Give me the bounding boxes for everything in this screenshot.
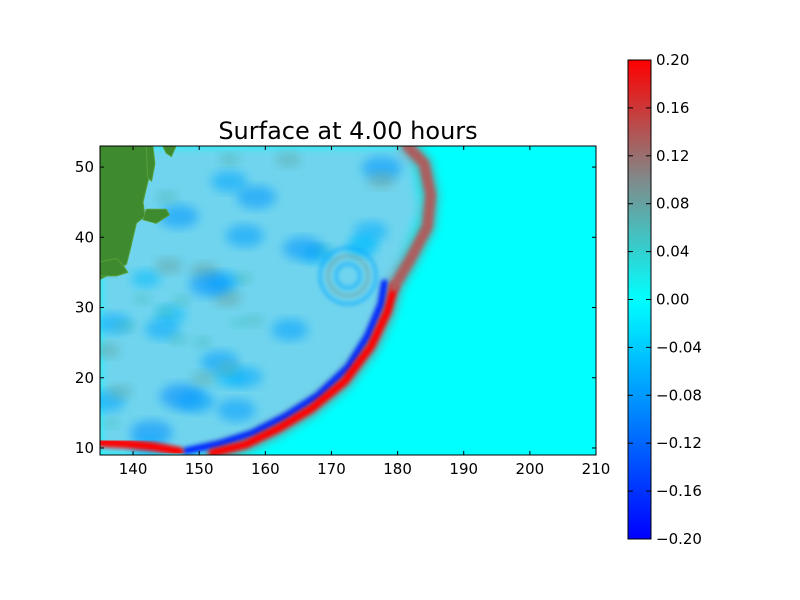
colorbar-tick-label: 0.12 — [656, 147, 689, 165]
field-blob — [189, 272, 231, 298]
field-blob — [282, 236, 324, 261]
field-blob — [156, 190, 178, 204]
field-blob — [131, 269, 161, 288]
y-tick-label: 10 — [75, 439, 94, 457]
colorbar-tick-label: −0.08 — [656, 386, 702, 404]
field-blob — [218, 152, 240, 166]
land-island — [162, 146, 177, 158]
colorbar-tick-label: −0.16 — [656, 482, 702, 500]
field-blob — [193, 336, 212, 348]
field-blob — [155, 257, 183, 275]
y-tick-label: 20 — [75, 369, 94, 387]
source-ring — [334, 262, 362, 290]
leading-wave-crest — [208, 282, 399, 455]
x-tick-label: 170 — [317, 460, 346, 478]
plot-frame — [99, 145, 597, 456]
field-blob — [217, 398, 256, 422]
field-blob — [275, 151, 301, 168]
x-axis: 140 150 160 170 180 190 200 210 — [119, 146, 611, 478]
colorbar-tick-label: 0.08 — [656, 195, 689, 213]
x-tick-label: 190 — [449, 460, 478, 478]
land-island — [142, 208, 171, 224]
field-blob — [133, 293, 152, 305]
land-island — [145, 146, 156, 183]
y-tick-label: 40 — [75, 228, 94, 246]
y-tick-label: 50 — [75, 158, 94, 176]
field-blob — [349, 234, 379, 252]
chart-title: Surface at 4.00 hours — [218, 117, 477, 145]
field-blob — [216, 361, 240, 376]
colorbar: 0.20 0.16 0.12 0.08 0.04 0.00 −0.04 −0.08 −0.12 −… — [627, 51, 702, 548]
field-blob — [361, 156, 402, 180]
field-blob — [211, 170, 248, 193]
field-blob — [102, 418, 120, 429]
land-mass — [100, 146, 177, 280]
field-blob — [168, 333, 188, 346]
land-island — [100, 257, 129, 277]
x-tick-label: 150 — [185, 460, 214, 478]
x-tick-label: 160 — [251, 460, 280, 478]
wave-fronts — [100, 146, 438, 455]
source-ring — [326, 254, 370, 298]
heatmap-plot-area — [100, 146, 596, 455]
x-tick-label: 140 — [119, 460, 148, 478]
field-blob — [155, 306, 175, 318]
field-blob — [177, 390, 215, 413]
field-blob — [158, 204, 199, 229]
colorbar-tick-label: −0.04 — [656, 338, 702, 356]
colorbar-tick-label: −0.20 — [656, 530, 702, 548]
colorbar-tick-label: 0.16 — [656, 99, 689, 117]
x-tick-label: 180 — [383, 460, 412, 478]
field-blob — [367, 172, 396, 189]
field-blob — [271, 318, 309, 341]
colorbar-tick-label: 0.04 — [656, 243, 689, 261]
field-blob — [145, 318, 181, 340]
trailing-trough — [182, 279, 388, 455]
field-blob — [172, 295, 191, 307]
y-tick-label: 30 — [75, 299, 94, 317]
y-axis: 10 20 30 40 50 — [75, 158, 596, 457]
colorbar-tick-label: 0.00 — [656, 291, 689, 309]
field-blob — [107, 384, 133, 400]
colorbar-tick-label: 0.20 — [656, 51, 689, 69]
colorbar-ticks: 0.20 0.16 0.12 0.08 0.04 0.00 −0.04 −0.08 −0.12 −… — [628, 51, 702, 548]
source-ring — [318, 246, 378, 306]
field-blob — [236, 185, 277, 209]
field-blob — [230, 317, 248, 328]
field-blob — [191, 371, 216, 386]
field-blob — [243, 314, 264, 327]
southern-wave-crest — [100, 437, 184, 455]
x-tick-label: 200 — [516, 460, 545, 478]
x-tick-label: 210 — [582, 460, 611, 478]
field-blob — [225, 224, 264, 248]
field-blob — [115, 320, 135, 333]
colorbar-tick-label: −0.12 — [656, 434, 702, 452]
northern-wave-crest — [389, 146, 436, 292]
field-blob — [100, 342, 121, 359]
